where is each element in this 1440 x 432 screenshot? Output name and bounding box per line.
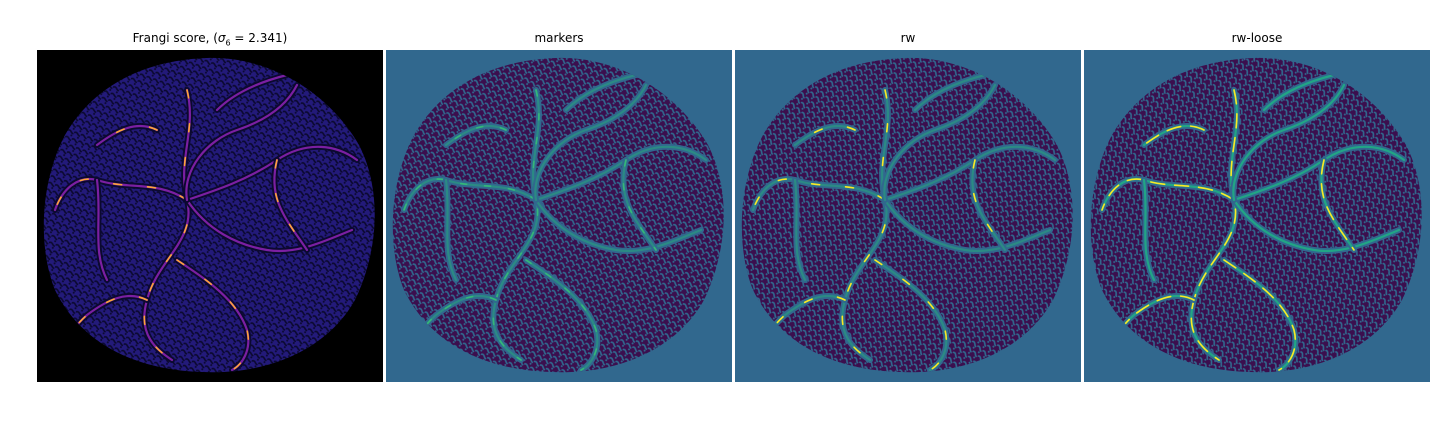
tissue-region — [741, 57, 1073, 373]
vessel-network — [52, 72, 360, 373]
tissue-region — [43, 57, 375, 373]
vessel-network — [1099, 72, 1407, 373]
panel-title-markers: markers — [534, 31, 584, 45]
vessel-network — [750, 72, 1058, 373]
markers-image — [386, 50, 732, 382]
panel-title-rw: rw — [900, 31, 916, 45]
panel-title-frangi: Frangi score, (σ6 = 2.341) — [132, 31, 288, 48]
tissue-region — [392, 57, 724, 373]
panel-title-rw-loose: rw-loose — [1231, 31, 1283, 45]
rw-loose-image — [1084, 50, 1430, 382]
rw-image — [735, 50, 1081, 382]
frangi-image — [37, 50, 383, 382]
tissue-region — [1090, 57, 1422, 373]
